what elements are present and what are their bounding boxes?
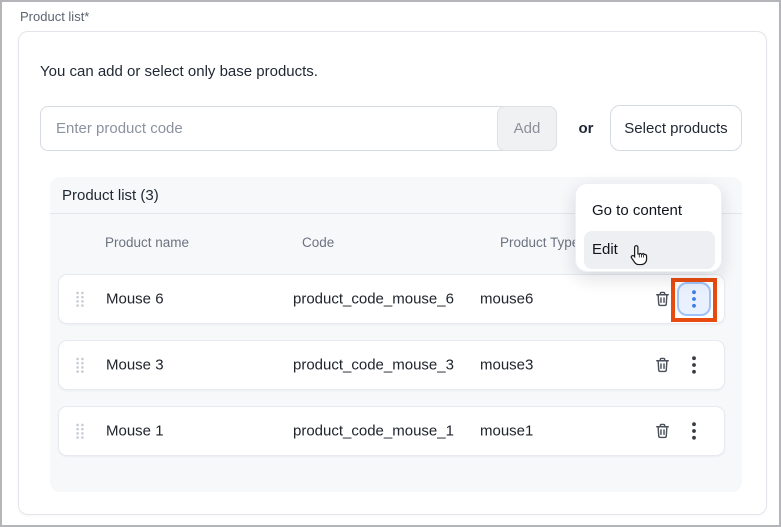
- drag-handle-icon[interactable]: [74, 356, 86, 374]
- product-type-cell: mouse6: [480, 290, 534, 308]
- column-header-product-name: Product name: [105, 235, 190, 250]
- table-row: Mouse 3 product_code_mouse_3 mouse3: [58, 340, 725, 390]
- trash-icon: [655, 423, 669, 439]
- menu-item-edit[interactable]: Edit: [584, 231, 715, 269]
- row-actions-menu-button[interactable]: [677, 282, 711, 316]
- kebab-menu-icon: [692, 422, 696, 440]
- product-type-cell: mouse1: [480, 422, 534, 440]
- delete-button[interactable]: [648, 351, 676, 379]
- kebab-menu-icon: [692, 290, 696, 308]
- column-header-code: Code: [302, 235, 335, 250]
- product-code-input[interactable]: [40, 106, 557, 151]
- product-code-cell: product_code_mouse_3: [293, 356, 454, 374]
- product-code-cell: product_code_mouse_6: [293, 290, 454, 308]
- context-menu: Go to content Edit: [575, 183, 722, 272]
- product-code-cell: product_code_mouse_1: [293, 422, 454, 440]
- product-list-title: Product list (3): [62, 187, 159, 204]
- table-row: Mouse 6 product_code_mouse_6 mouse6: [58, 274, 725, 324]
- divider: [50, 213, 742, 214]
- trash-icon: [655, 357, 669, 373]
- drag-handle-icon[interactable]: [74, 422, 86, 440]
- row-actions-menu-button[interactable]: [680, 351, 708, 379]
- or-label: or: [578, 120, 594, 137]
- menu-item-go-to-content[interactable]: Go to content: [592, 202, 683, 219]
- product-name-cell: Mouse 3: [106, 356, 164, 374]
- delete-button[interactable]: [648, 417, 676, 445]
- table-row: Mouse 1 product_code_mouse_1 mouse1: [58, 406, 725, 456]
- delete-button[interactable]: [648, 285, 676, 313]
- product-type-cell: mouse3: [480, 356, 534, 374]
- info-text: You can add or select only base products…: [40, 63, 318, 80]
- kebab-menu-icon: [692, 356, 696, 374]
- field-label: Product list*: [20, 9, 90, 24]
- row-actions-menu-button[interactable]: [680, 417, 708, 445]
- trash-icon: [655, 291, 669, 307]
- drag-handle-icon[interactable]: [74, 290, 86, 308]
- product-name-cell: Mouse 1: [106, 422, 164, 440]
- column-header-product-type: Product Type: [500, 235, 580, 250]
- add-button[interactable]: Add: [497, 106, 557, 151]
- product-name-cell: Mouse 6: [106, 290, 164, 308]
- select-products-button[interactable]: Select products: [610, 105, 742, 151]
